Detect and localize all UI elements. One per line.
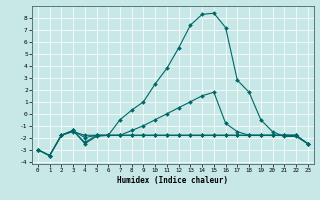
X-axis label: Humidex (Indice chaleur): Humidex (Indice chaleur)	[117, 176, 228, 185]
